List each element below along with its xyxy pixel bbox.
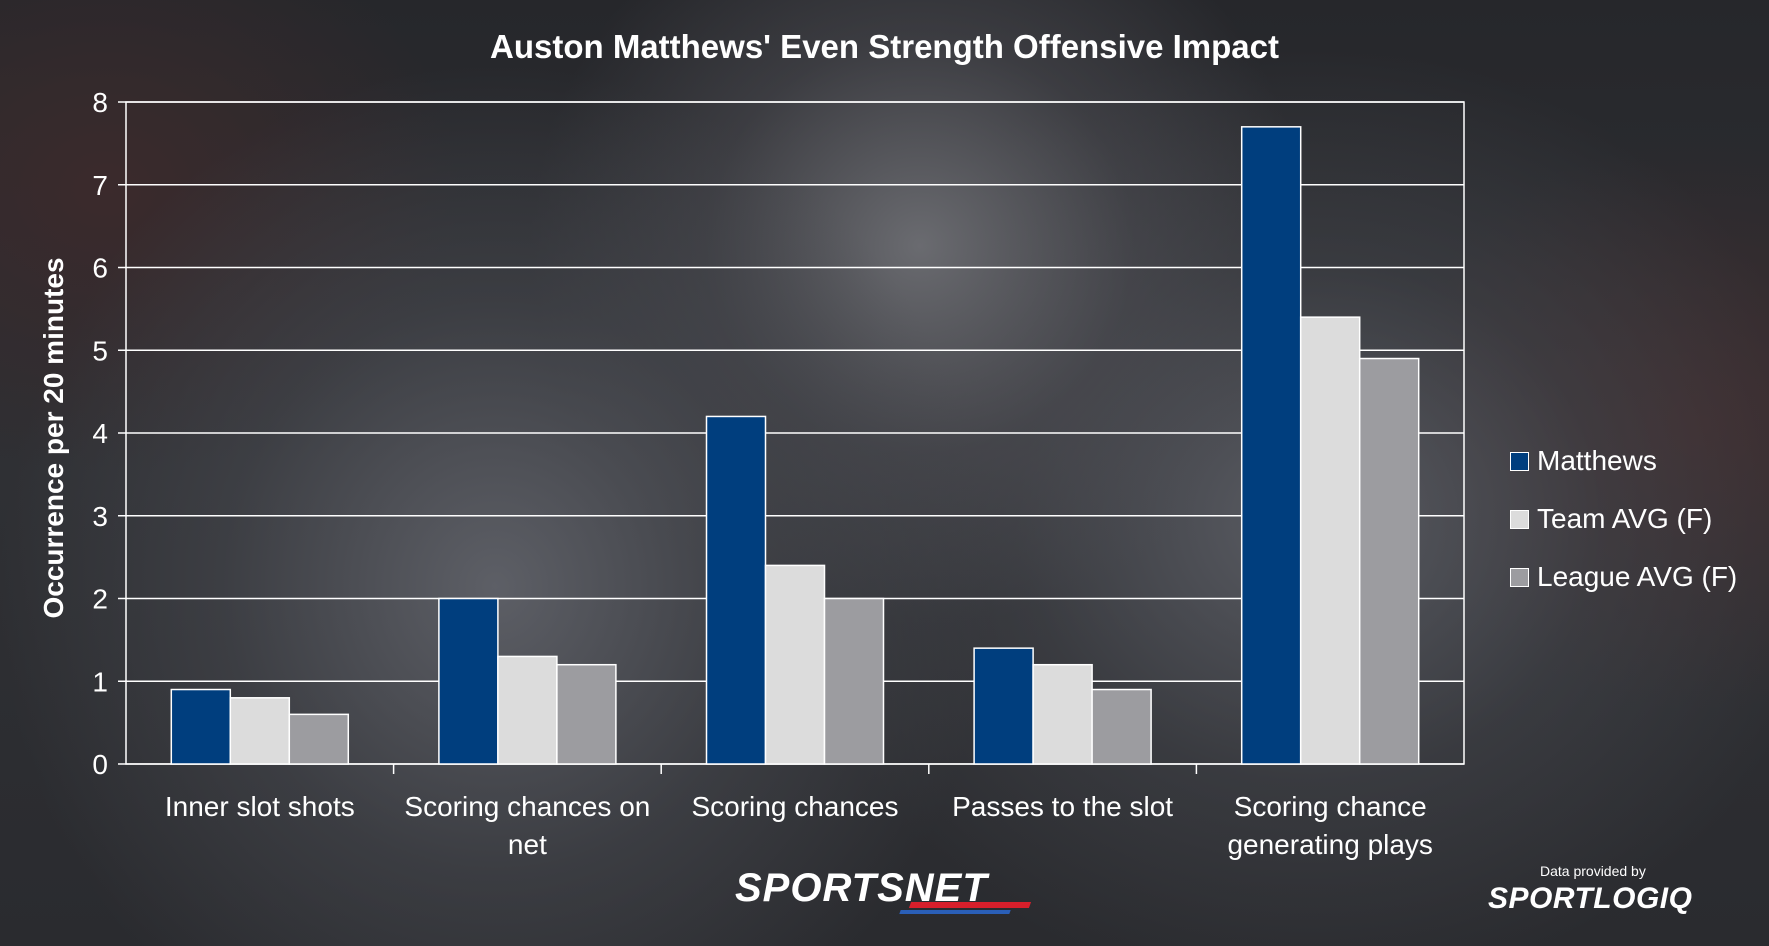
bar-matthews [1240, 126, 1302, 765]
bar-league-avg-f- [1358, 357, 1420, 765]
sportlogiq-logo: SPORTLOGIQ [1488, 882, 1693, 915]
chart-title: Auston Matthews' Even Strength Offensive… [490, 28, 1279, 65]
bar-team-avg-f- [1032, 663, 1093, 765]
x-tick-label: Passes to the slot [952, 791, 1173, 822]
x-tick-label: generating plays [1227, 829, 1432, 860]
bar-matthews [705, 415, 767, 765]
bar-league-avg-f- [1091, 688, 1152, 765]
chart-legend: Matthews Team AVG (F) League AVG (F) [1510, 432, 1737, 606]
y-tick-label: 0 [92, 749, 108, 780]
legend-swatch-team-avg [1510, 509, 1529, 529]
legend-label: Team AVG (F) [1537, 503, 1713, 534]
y-tick-label: 7 [92, 170, 108, 201]
y-axis-label: Occurrence per 20 minutes [38, 257, 69, 618]
y-tick-label: 3 [92, 501, 108, 532]
bar-team-avg-f- [764, 564, 826, 765]
bar-team-avg-f- [229, 697, 291, 765]
sportsnet-logo-swoosh-red [908, 902, 1032, 908]
legend-item-matthews: Matthews [1510, 432, 1737, 490]
bar-matthews [973, 647, 1034, 765]
y-tick-label: 4 [92, 418, 108, 449]
y-tick-label: 2 [92, 584, 108, 615]
y-tick-label: 8 [92, 87, 108, 118]
bar-league-avg-f- [288, 713, 350, 765]
provider-caption: Data provided by [1540, 863, 1646, 879]
legend-swatch-matthews [1510, 451, 1529, 471]
legend-swatch-league-avg [1510, 567, 1529, 587]
legend-label: League AVG (F) [1537, 561, 1738, 592]
bar-team-avg-f- [1299, 316, 1361, 765]
bar-matthews [170, 688, 232, 765]
x-tick-label: net [508, 829, 547, 860]
legend-item-team-avg: Team AVG (F) [1510, 490, 1737, 548]
x-tick-label: Scoring chance [1234, 791, 1427, 822]
y-tick-label: 5 [92, 335, 108, 366]
bar-team-avg-f- [497, 655, 558, 765]
y-tick-label: 6 [92, 253, 108, 284]
bar-league-avg-f- [556, 663, 617, 765]
bar-league-avg-f- [823, 597, 885, 765]
y-tick-label: 1 [92, 666, 108, 697]
legend-label: Matthews [1537, 445, 1657, 476]
x-tick-label: Scoring chances [691, 791, 898, 822]
x-tick-label: Scoring chances on [404, 791, 650, 822]
sportsnet-logo-swoosh-blue [899, 910, 1011, 914]
x-tick-label: Inner slot shots [165, 791, 355, 822]
legend-item-league-avg: League AVG (F) [1510, 548, 1737, 606]
bar-matthews [438, 597, 499, 765]
